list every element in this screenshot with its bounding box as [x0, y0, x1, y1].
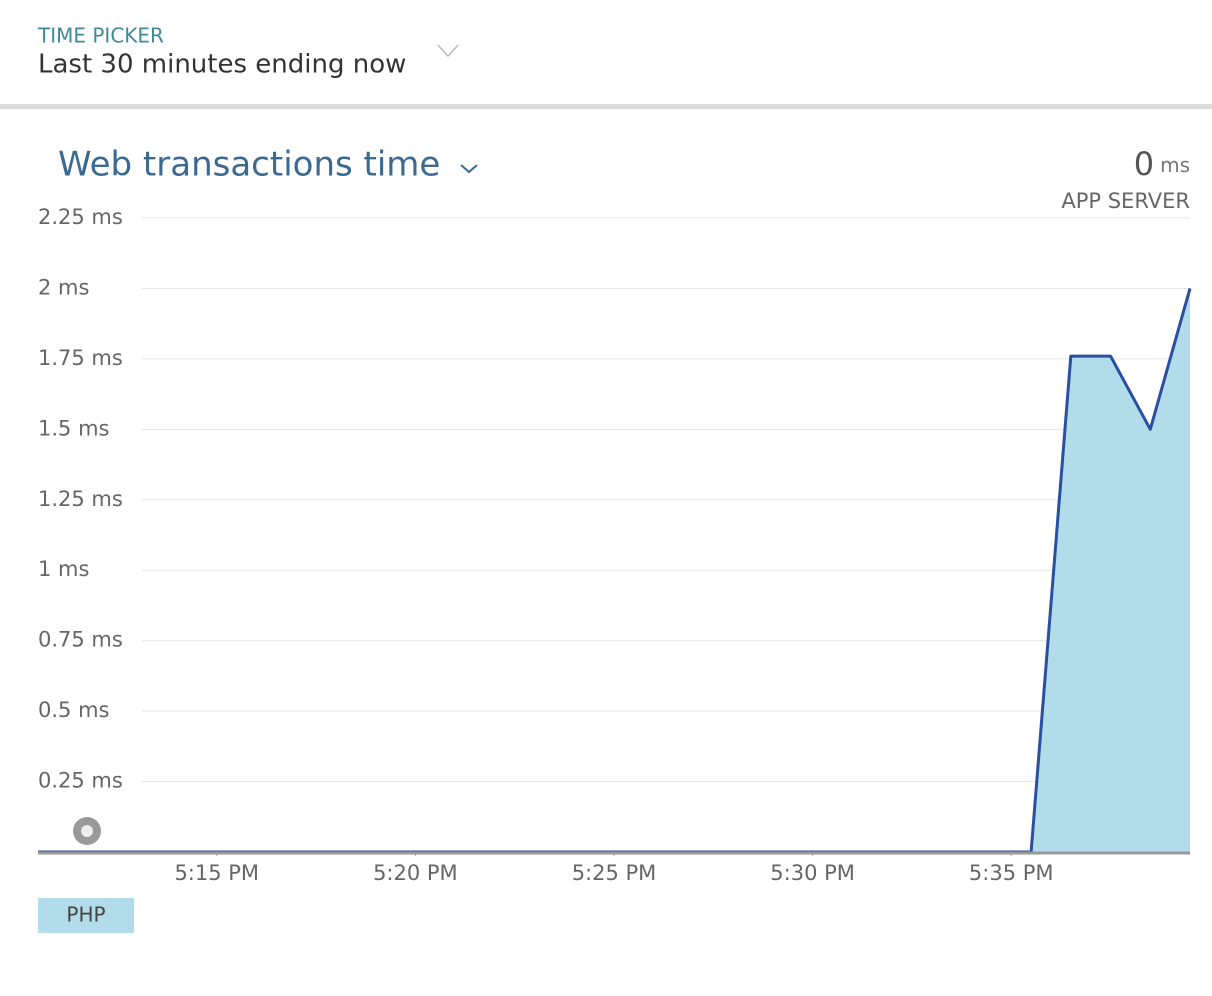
- x-tick-label: 5:20 PM: [373, 861, 458, 885]
- y-tick-label: 1.5 ms: [38, 416, 109, 440]
- chart-title[interactable]: Web transactions time: [58, 145, 440, 185]
- summary-value: 0: [1134, 145, 1154, 183]
- plot: 0.25 ms 0.5 ms 0.75 ms 1 ms 1.25 ms 1.5 ms 1.7…: [38, 205, 1192, 885]
- y-tick-label: 2.25 ms: [38, 205, 123, 229]
- y-tick-label: 0.75 ms: [38, 628, 123, 652]
- y-tick-label: 1.75 ms: [38, 346, 123, 370]
- y-tick-label: 2 ms: [38, 275, 89, 299]
- time-picker-chevron[interactable]: [437, 44, 459, 58]
- time-picker-value[interactable]: Last 30 minutes ending now: [38, 50, 406, 80]
- summary: 0 ms: [1134, 145, 1190, 183]
- legend-label[interactable]: PHP: [66, 903, 105, 927]
- y-tick-label: 1 ms: [38, 557, 89, 581]
- header-divider: [0, 104, 1212, 109]
- x-tick-label: 5:25 PM: [572, 861, 657, 885]
- y-tick-label: 1.25 ms: [38, 487, 123, 511]
- time-picker-label: TIME PICKER: [37, 24, 164, 48]
- area: [38, 288, 1190, 852]
- legend-swatch[interactable]: [38, 898, 134, 933]
- x-tick-label: 5:35 PM: [969, 861, 1054, 885]
- summary-unit: ms: [1160, 153, 1190, 177]
- x-tick-label: 5:15 PM: [174, 861, 259, 885]
- x-tick-label: 5:30 PM: [770, 861, 855, 885]
- y-tick-label: 0.25 ms: [38, 769, 123, 793]
- y-tick-label: 0.5 ms: [38, 698, 109, 722]
- eye-icon-pupil: [81, 825, 93, 837]
- summary-label: APP SERVER: [1061, 189, 1190, 213]
- title-chevron[interactable]: [460, 164, 478, 174]
